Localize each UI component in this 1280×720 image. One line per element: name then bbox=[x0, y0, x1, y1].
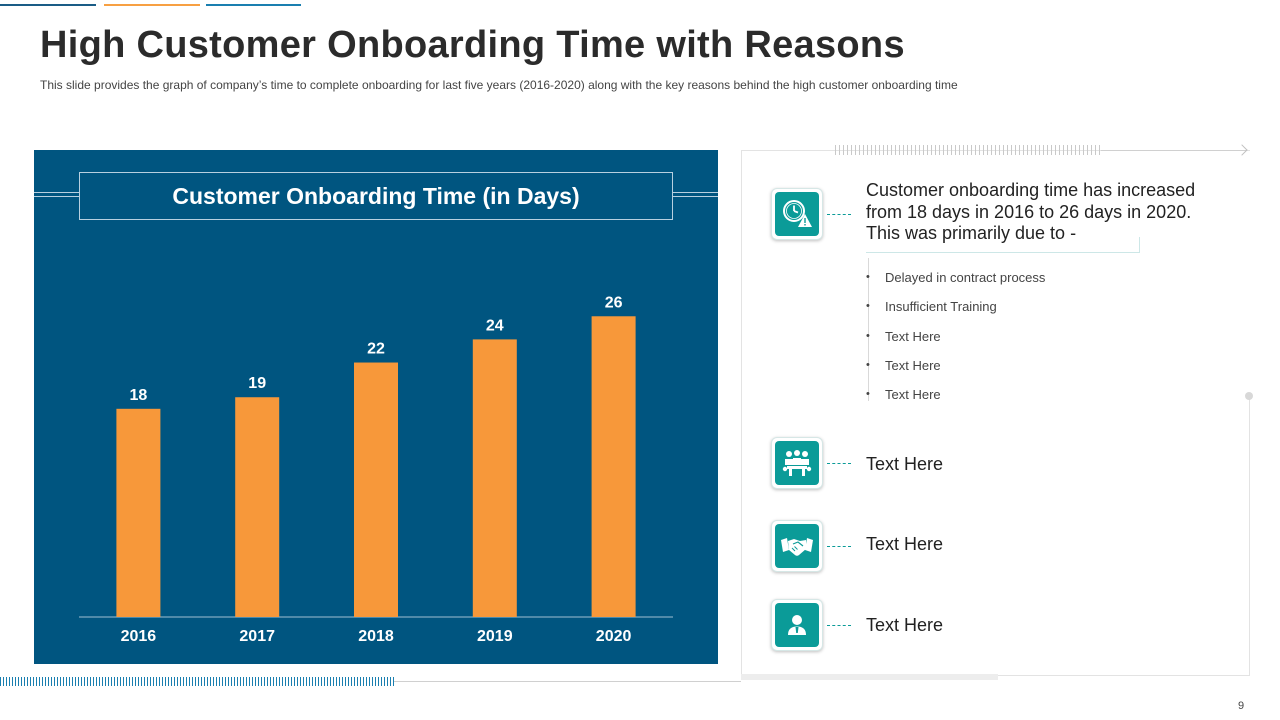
panel-top-arrow-line bbox=[1101, 150, 1247, 151]
data-label-2020: 26 bbox=[605, 294, 623, 311]
reason-bullet-list: Delayed in contract process Insufficient… bbox=[866, 268, 1045, 414]
reason-connector-1 bbox=[827, 214, 851, 215]
reason-connector-3 bbox=[827, 546, 851, 547]
x-tick-label-2020: 2020 bbox=[596, 628, 632, 645]
reason-label-4: Text Here bbox=[866, 615, 944, 635]
bar-2019 bbox=[472, 339, 517, 617]
reason-icon-tile-4 bbox=[771, 599, 823, 651]
top-accent-bar-1 bbox=[0, 4, 96, 6]
reason-connector-2 bbox=[827, 463, 851, 464]
bullet-item: Text Here bbox=[866, 327, 1045, 356]
data-label-2018: 22 bbox=[367, 341, 385, 358]
bar-2017 bbox=[235, 397, 280, 617]
reason-icon-tile-1 bbox=[771, 188, 823, 240]
reason-icon-tile-2 bbox=[771, 437, 823, 489]
top-accent-bar-3 bbox=[206, 4, 301, 6]
bullet-item: Delayed in contract process bbox=[866, 268, 1045, 297]
x-tick-label-2019: 2019 bbox=[477, 628, 513, 645]
main-text-underline bbox=[866, 237, 1140, 253]
user-icon bbox=[788, 615, 806, 635]
bullet-item: Insufficient Training bbox=[866, 297, 1045, 326]
bar-chart: 18 2016 19 2017 22 2018 24 2019 26 2020 bbox=[79, 294, 673, 645]
top-accent-bar-2 bbox=[104, 4, 200, 6]
bottom-rule bbox=[394, 681, 741, 682]
team-meeting-icon bbox=[782, 450, 812, 476]
clock-warning-icon bbox=[783, 200, 812, 227]
page-number: 9 bbox=[1238, 700, 1245, 712]
chart-title: Customer Onboarding Time (in Days) bbox=[172, 182, 580, 209]
bar-2016 bbox=[116, 408, 161, 617]
data-label-2017: 19 bbox=[248, 375, 266, 392]
bar-2020 bbox=[591, 316, 636, 617]
panel-bottom-shadow bbox=[741, 674, 998, 680]
reason-connector-4 bbox=[827, 625, 851, 626]
page-subtitle: This slide provides the graph of company… bbox=[40, 78, 958, 92]
reason-label-2: Text Here bbox=[866, 454, 944, 474]
x-tick-label-2018: 2018 bbox=[358, 628, 394, 645]
reason-main-text: Customer onboarding time has increased f… bbox=[866, 180, 1196, 243]
data-label-2019: 24 bbox=[486, 317, 504, 334]
bullet-item: Text Here bbox=[866, 385, 1045, 414]
handshake-icon bbox=[781, 538, 813, 556]
chart-title-box: Customer Onboarding Time (in Days) bbox=[79, 172, 673, 220]
panel-bottom-line bbox=[998, 675, 1250, 676]
reason-label-3: Text Here bbox=[866, 534, 944, 554]
panel-top-hatch bbox=[835, 145, 1101, 155]
chart-panel: Customer Onboarding Time (in Days) 18 201… bbox=[34, 150, 718, 664]
panel-right-line bbox=[1249, 396, 1250, 676]
chart-title-rule-right bbox=[673, 192, 718, 197]
bullet-item: Text Here bbox=[866, 356, 1045, 385]
chart-title-rule-left bbox=[34, 192, 79, 197]
bar-2018 bbox=[354, 362, 398, 617]
reason-icon-tile-3 bbox=[771, 520, 823, 572]
bottom-hatch-decoration bbox=[0, 677, 394, 686]
data-label-2016: 18 bbox=[130, 387, 148, 404]
page-title: High Customer Onboarding Time with Reaso… bbox=[40, 24, 905, 66]
x-tick-label-2016: 2016 bbox=[121, 628, 157, 645]
panel-connector-dot bbox=[1245, 392, 1253, 400]
x-tick-label-2017: 2017 bbox=[239, 628, 275, 645]
